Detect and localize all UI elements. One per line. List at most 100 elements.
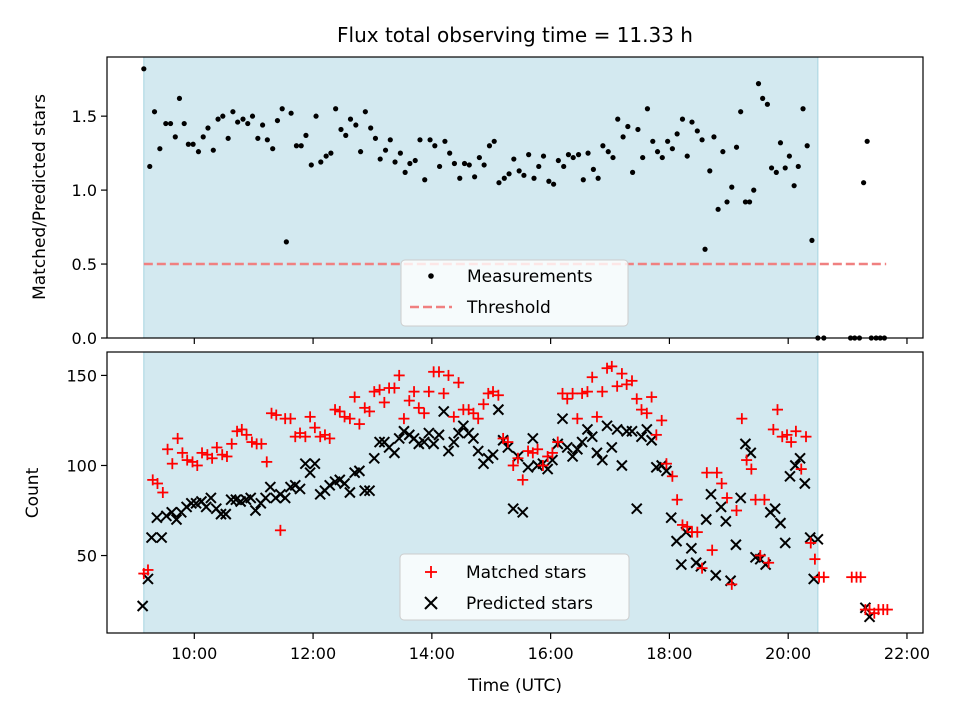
measurement-point [674,131,680,137]
matched-star-point [711,467,723,479]
measurement-point [387,137,393,143]
x-tick-label: 10:00 [171,644,217,663]
measurement-point [746,199,753,205]
matched-star-point [418,407,430,419]
measurement-point [580,177,586,183]
matched-star-point [478,398,490,410]
x-tick-label: 22:00 [884,644,930,663]
matched-star-point [448,411,460,423]
predicted-star-point [324,479,336,492]
measurement-point [172,134,178,140]
measurement-point [397,150,403,156]
measurement-point [382,147,389,153]
matched-star-point [261,456,273,468]
measurement-point [650,138,656,144]
predicted-star-point [700,513,712,526]
matched-star-point [532,443,544,455]
matched-star-point [413,402,425,414]
measurement-point [451,160,458,167]
measurement-point [377,156,383,162]
matched-star-point [142,564,154,576]
measurement-point [659,154,665,161]
matched-star-point [776,431,788,443]
predicted-star-point [344,486,356,499]
measurement-point [702,246,708,252]
matched-star-point [241,429,253,441]
matched-star-point [388,382,400,394]
y-tick-label: 0.0 [72,329,97,348]
measurement-point [768,165,775,171]
top-panel: 0.0 0.5 1.0 1.5 Matched/Predicted stars Mea… [30,56,924,348]
measurement-point [733,144,740,150]
matched-star-point [236,423,248,435]
matched-star-point [576,387,588,399]
measurement-point [620,134,626,140]
measurement-point [711,134,717,140]
measurement-point [328,150,334,156]
predicted-star-point [155,531,168,544]
predicted-star-point [442,445,455,457]
predicted-star-point [660,465,673,477]
predicted-star-point [215,508,227,520]
matched-star-point [601,362,613,374]
measurement-point [486,143,493,149]
matched-star-point [741,454,753,466]
measurement-point [531,175,537,181]
predicted-star-point [517,506,529,519]
matched-star-point [606,360,618,372]
measurement-point [432,143,438,149]
measurement-point [610,154,616,161]
matched-star-point [206,452,218,464]
predicted-star-point [784,470,796,482]
matched-star-point [166,458,178,470]
matched-star-point [309,422,321,434]
predicted-star-point [596,454,609,466]
measurement-point [800,106,806,112]
predicted-star-point [715,501,727,513]
matched-star-point [596,386,608,398]
legend-matched-label: Matched stars [466,563,586,583]
measurement-point [249,113,256,119]
measurement-point [699,137,705,143]
predicted-star-point [309,457,321,470]
measurement-point [293,143,300,149]
matched-star-point [368,386,380,398]
matched-star-point [334,405,346,417]
matched-star-point [231,425,243,437]
legend-measurements-label: Measurements [467,267,593,287]
measurement-point [590,166,596,172]
matched-star-point [795,463,807,475]
predicted-star-point [457,420,470,432]
matched-star-point [442,369,454,381]
predicted-star-point [185,497,198,510]
measurement-point [255,135,261,141]
matched-star-point [433,366,445,378]
measurement-point [176,95,183,102]
matched-star-point [641,407,653,419]
predicted-star-point [576,436,588,448]
predicted-star-point [170,513,183,526]
measurement-point [368,125,374,131]
matched-star-point [731,505,743,517]
x-axis-label: Time (UTC) [467,676,562,696]
measurement-point [461,160,468,167]
measurement-point [764,101,771,107]
matched-star-point [246,436,258,448]
measurement-point [575,152,582,158]
matched-star-point [805,537,817,549]
measurement-point [536,163,542,170]
matched-star-point [363,405,375,417]
matched-star-point [800,431,812,443]
matched-star-point [785,436,797,448]
predicted-star-point [561,441,573,454]
matched-star-point [763,557,775,569]
top-plot-frame [106,56,924,339]
measurement-point [392,159,398,165]
predicted-star-point [433,429,445,441]
measurement-point [333,106,339,112]
measurement-point [157,146,163,152]
measurement-point [861,180,867,186]
predicted-star-point [675,558,687,571]
measurement-point [738,109,744,115]
